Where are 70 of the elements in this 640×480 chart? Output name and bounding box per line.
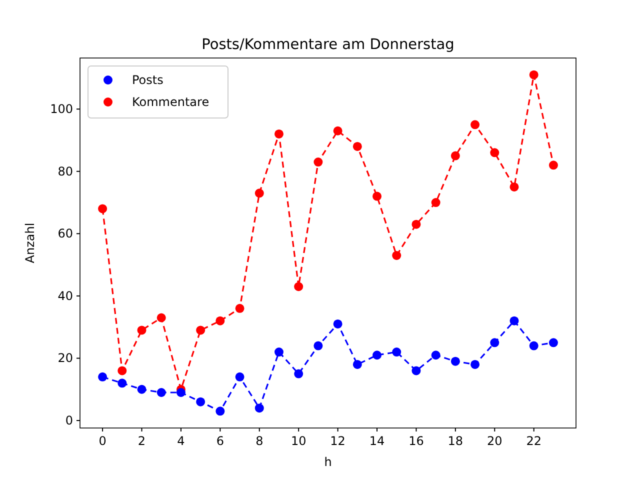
y-tick-label: 0	[65, 414, 73, 428]
point	[274, 348, 284, 357]
y-tick-label: 20	[58, 351, 73, 366]
point	[137, 326, 146, 335]
y-tick-label: 60	[58, 226, 73, 241]
point	[314, 158, 323, 167]
point	[490, 148, 500, 158]
point	[156, 313, 166, 322]
point	[294, 282, 304, 292]
point	[470, 360, 480, 369]
point	[510, 182, 519, 192]
point	[254, 188, 264, 198]
x-axis-title: h	[324, 455, 332, 469]
point	[352, 142, 362, 151]
point	[235, 304, 244, 313]
legend-label: Posts	[132, 73, 164, 87]
point	[137, 384, 146, 394]
x-tick-label: 18	[448, 434, 464, 448]
point	[392, 250, 402, 260]
point	[118, 366, 127, 376]
point	[490, 338, 500, 348]
y-tick-label: 80	[58, 164, 73, 178]
point	[529, 70, 538, 80]
x-tick-label: 0	[98, 434, 106, 448]
point	[196, 326, 206, 335]
point	[294, 369, 304, 378]
point	[333, 319, 342, 328]
point	[98, 372, 108, 382]
point	[156, 388, 166, 397]
point	[372, 350, 382, 360]
y-tick-label: 40	[58, 288, 73, 303]
point	[470, 120, 480, 130]
chart-title: Posts/Kommentare am Donnerstag	[202, 37, 454, 53]
point	[548, 338, 558, 348]
x-tick-label: 22	[526, 434, 542, 448]
point	[431, 198, 440, 208]
point	[176, 388, 186, 397]
point	[412, 366, 421, 376]
point	[450, 151, 460, 160]
y-tick-label: 100	[50, 102, 73, 116]
x-tick-label: 4	[177, 434, 185, 448]
point	[412, 220, 421, 229]
point	[314, 341, 323, 350]
point	[235, 372, 244, 382]
point	[216, 406, 225, 416]
point	[392, 348, 402, 357]
x-tick-label: 6	[216, 434, 224, 448]
point	[254, 404, 264, 413]
x-tick-label: 20	[487, 434, 502, 448]
point	[450, 356, 460, 366]
point	[372, 192, 382, 201]
x-tick-label: 14	[369, 434, 385, 448]
legend-label: Kommentare	[132, 95, 210, 109]
point	[352, 360, 362, 369]
point	[529, 341, 538, 350]
point	[431, 350, 440, 360]
x-tick-label: 16	[408, 434, 424, 448]
point	[333, 126, 342, 136]
point	[196, 397, 206, 406]
x-tick-label: 2	[138, 434, 146, 448]
x-tick-label: 8	[256, 434, 264, 448]
x-tick-label: 10	[290, 434, 306, 448]
point	[98, 204, 108, 214]
y-axis-title: Anzahl	[23, 222, 37, 264]
point	[548, 160, 558, 170]
x-tick-label: 12	[330, 434, 346, 448]
point	[274, 129, 284, 138]
point	[118, 378, 127, 388]
point	[510, 316, 519, 326]
point	[216, 316, 225, 326]
